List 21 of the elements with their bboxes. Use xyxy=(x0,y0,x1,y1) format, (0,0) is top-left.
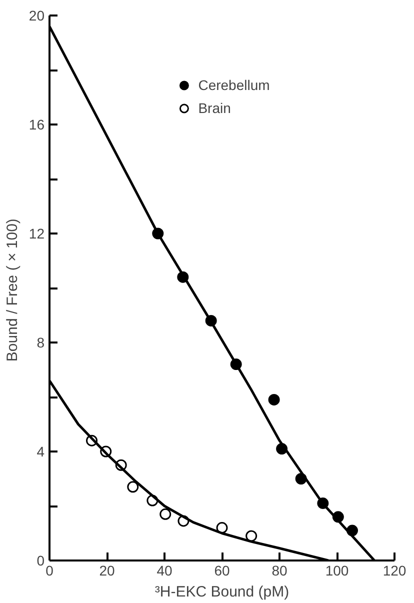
point xyxy=(127,481,139,493)
point xyxy=(246,530,258,542)
point xyxy=(216,522,228,534)
legend-label: Cerebellum xyxy=(198,77,270,93)
legend-label: Brain xyxy=(198,100,231,116)
y-tick-label: 16 xyxy=(28,116,45,132)
x-tick-label: 80 xyxy=(272,562,288,578)
y-tick-label: 4 xyxy=(36,444,45,460)
x-tick-label: 20 xyxy=(99,562,115,578)
point xyxy=(160,508,172,520)
x-tick-label: 40 xyxy=(156,562,172,578)
x-tick-label: 60 xyxy=(214,562,230,578)
y-tick-label: 0 xyxy=(36,552,45,568)
point xyxy=(268,394,280,406)
y-tick-label: 12 xyxy=(28,226,45,242)
y-tick-label: 20 xyxy=(28,8,45,24)
x-tick-label: 100 xyxy=(325,562,349,578)
x-tick-label: 120 xyxy=(382,562,406,578)
y-tick-label: 8 xyxy=(36,334,45,350)
x-axis-title: ³H-EKC Bound (pM) xyxy=(154,584,290,600)
y-axis-title: Bound / Free ( × 100) xyxy=(4,218,21,362)
